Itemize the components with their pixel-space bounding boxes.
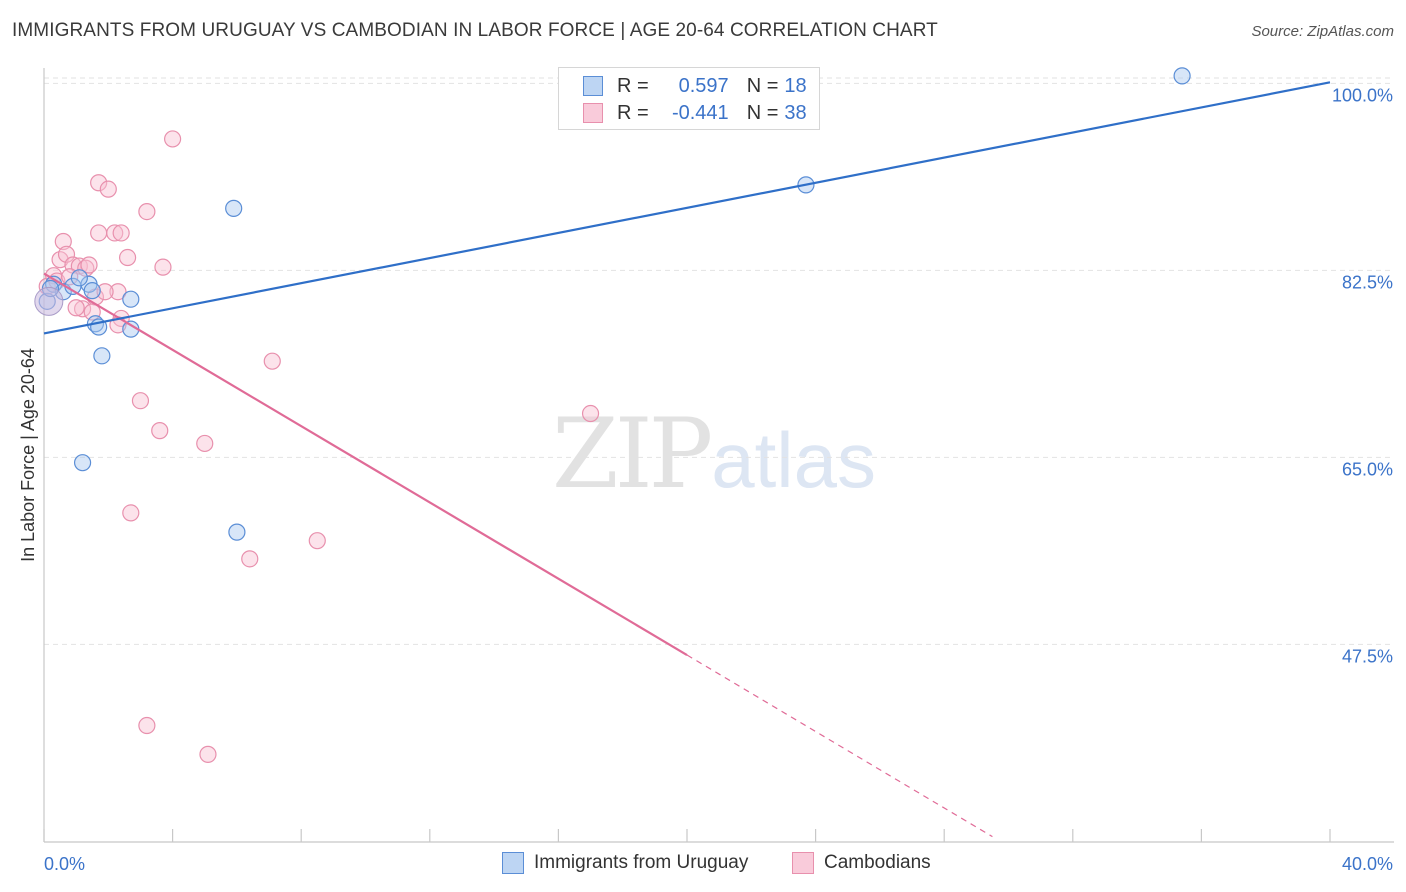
cambodians-point — [118, 248, 137, 267]
series-legend-cambodians[interactable]: Cambodians — [792, 852, 931, 874]
cambodians-point — [96, 283, 114, 301]
uruguay-point — [93, 347, 111, 365]
y-tick-label: 47.5% — [1342, 646, 1393, 666]
cambodians-point — [90, 224, 108, 242]
x-tick-label: 0.0% — [44, 854, 85, 874]
overlap-cluster-point — [34, 286, 64, 316]
series-label-uruguay: Immigrants from Uruguay — [534, 852, 749, 873]
cambodians-point — [90, 174, 108, 192]
uruguay-point — [83, 282, 101, 300]
cambodians-point — [151, 422, 169, 440]
y-tick-label: 82.5% — [1342, 272, 1393, 292]
correlation-legend: R = 0.597 N = 18 R = -0.441 N = 38 — [558, 67, 820, 130]
legend-n-value: 18 — [784, 74, 807, 97]
cambodians-point — [122, 504, 140, 522]
cambodians-point — [57, 245, 76, 263]
series-swatch-uruguay — [502, 852, 524, 874]
cambodians-point — [241, 550, 259, 568]
legend-n-label: N = — [746, 101, 779, 124]
cambodians-point — [199, 745, 217, 763]
cambodians-point — [73, 300, 92, 318]
cambodians-trend-line — [43, 272, 688, 656]
legend-r-label: R = — [617, 101, 649, 124]
legend-n-value: 38 — [784, 101, 807, 124]
uruguay-point — [1173, 67, 1191, 85]
series-label-cambodians: Cambodians — [824, 852, 931, 873]
cambodians-point — [164, 130, 182, 148]
legend-r-label: R = — [617, 74, 649, 97]
series-legend: Immigrants from Uruguay Cambodians — [0, 852, 1406, 878]
cambodians-point — [196, 434, 214, 453]
legend-swatch-uruguay — [583, 76, 603, 96]
series-legend-uruguay[interactable]: Immigrants from Uruguay — [502, 852, 748, 874]
cambodians-point — [581, 404, 600, 423]
cambodians-point — [263, 352, 281, 370]
uruguay-point — [122, 290, 140, 308]
cambodians-trend-extrapolated — [686, 654, 993, 838]
uruguay-point — [225, 199, 243, 217]
uruguay-point — [228, 523, 246, 541]
cambodians-point — [138, 202, 156, 221]
uruguay-point — [73, 454, 92, 472]
cambodians-point — [308, 532, 326, 550]
y-tick-label: 100.0% — [1332, 85, 1393, 105]
cambodians-point — [131, 392, 150, 410]
y-tick-label: 65.0% — [1342, 459, 1393, 479]
series-swatch-cambodians — [792, 852, 814, 874]
legend-row-uruguay: R = 0.597 N = 18 — [583, 73, 807, 99]
legend-r-value: 0.597 — [678, 74, 729, 97]
cambodians-point — [106, 224, 124, 242]
legend-r-value: -0.441 — [671, 101, 729, 124]
cambodians-point — [154, 258, 172, 276]
legend-swatch-cambodians — [583, 103, 603, 123]
cambodians-point — [99, 180, 117, 198]
source-credit: Source: ZipAtlas.com — [1251, 23, 1394, 40]
cambodians-point — [112, 224, 130, 242]
x-tick-label: 40.0% — [1342, 854, 1393, 874]
uruguay-trend-line — [43, 81, 1331, 335]
uruguay-point — [70, 269, 88, 287]
cambodians-point — [109, 283, 127, 301]
chart-title: IMMIGRANTS FROM URUGUAY VS CAMBODIAN IN … — [12, 20, 938, 41]
cambodians-point — [138, 716, 156, 735]
legend-row-cambodians: R = -0.441 N = 38 — [583, 100, 807, 126]
legend-n-label: N = — [746, 74, 779, 97]
cambodians-point — [77, 259, 95, 277]
y-axis-label: In Labor Force | Age 20-64 — [18, 348, 38, 562]
cambodians-point — [80, 256, 98, 274]
cambodians-point — [54, 232, 72, 251]
cambodians-point — [67, 299, 85, 317]
